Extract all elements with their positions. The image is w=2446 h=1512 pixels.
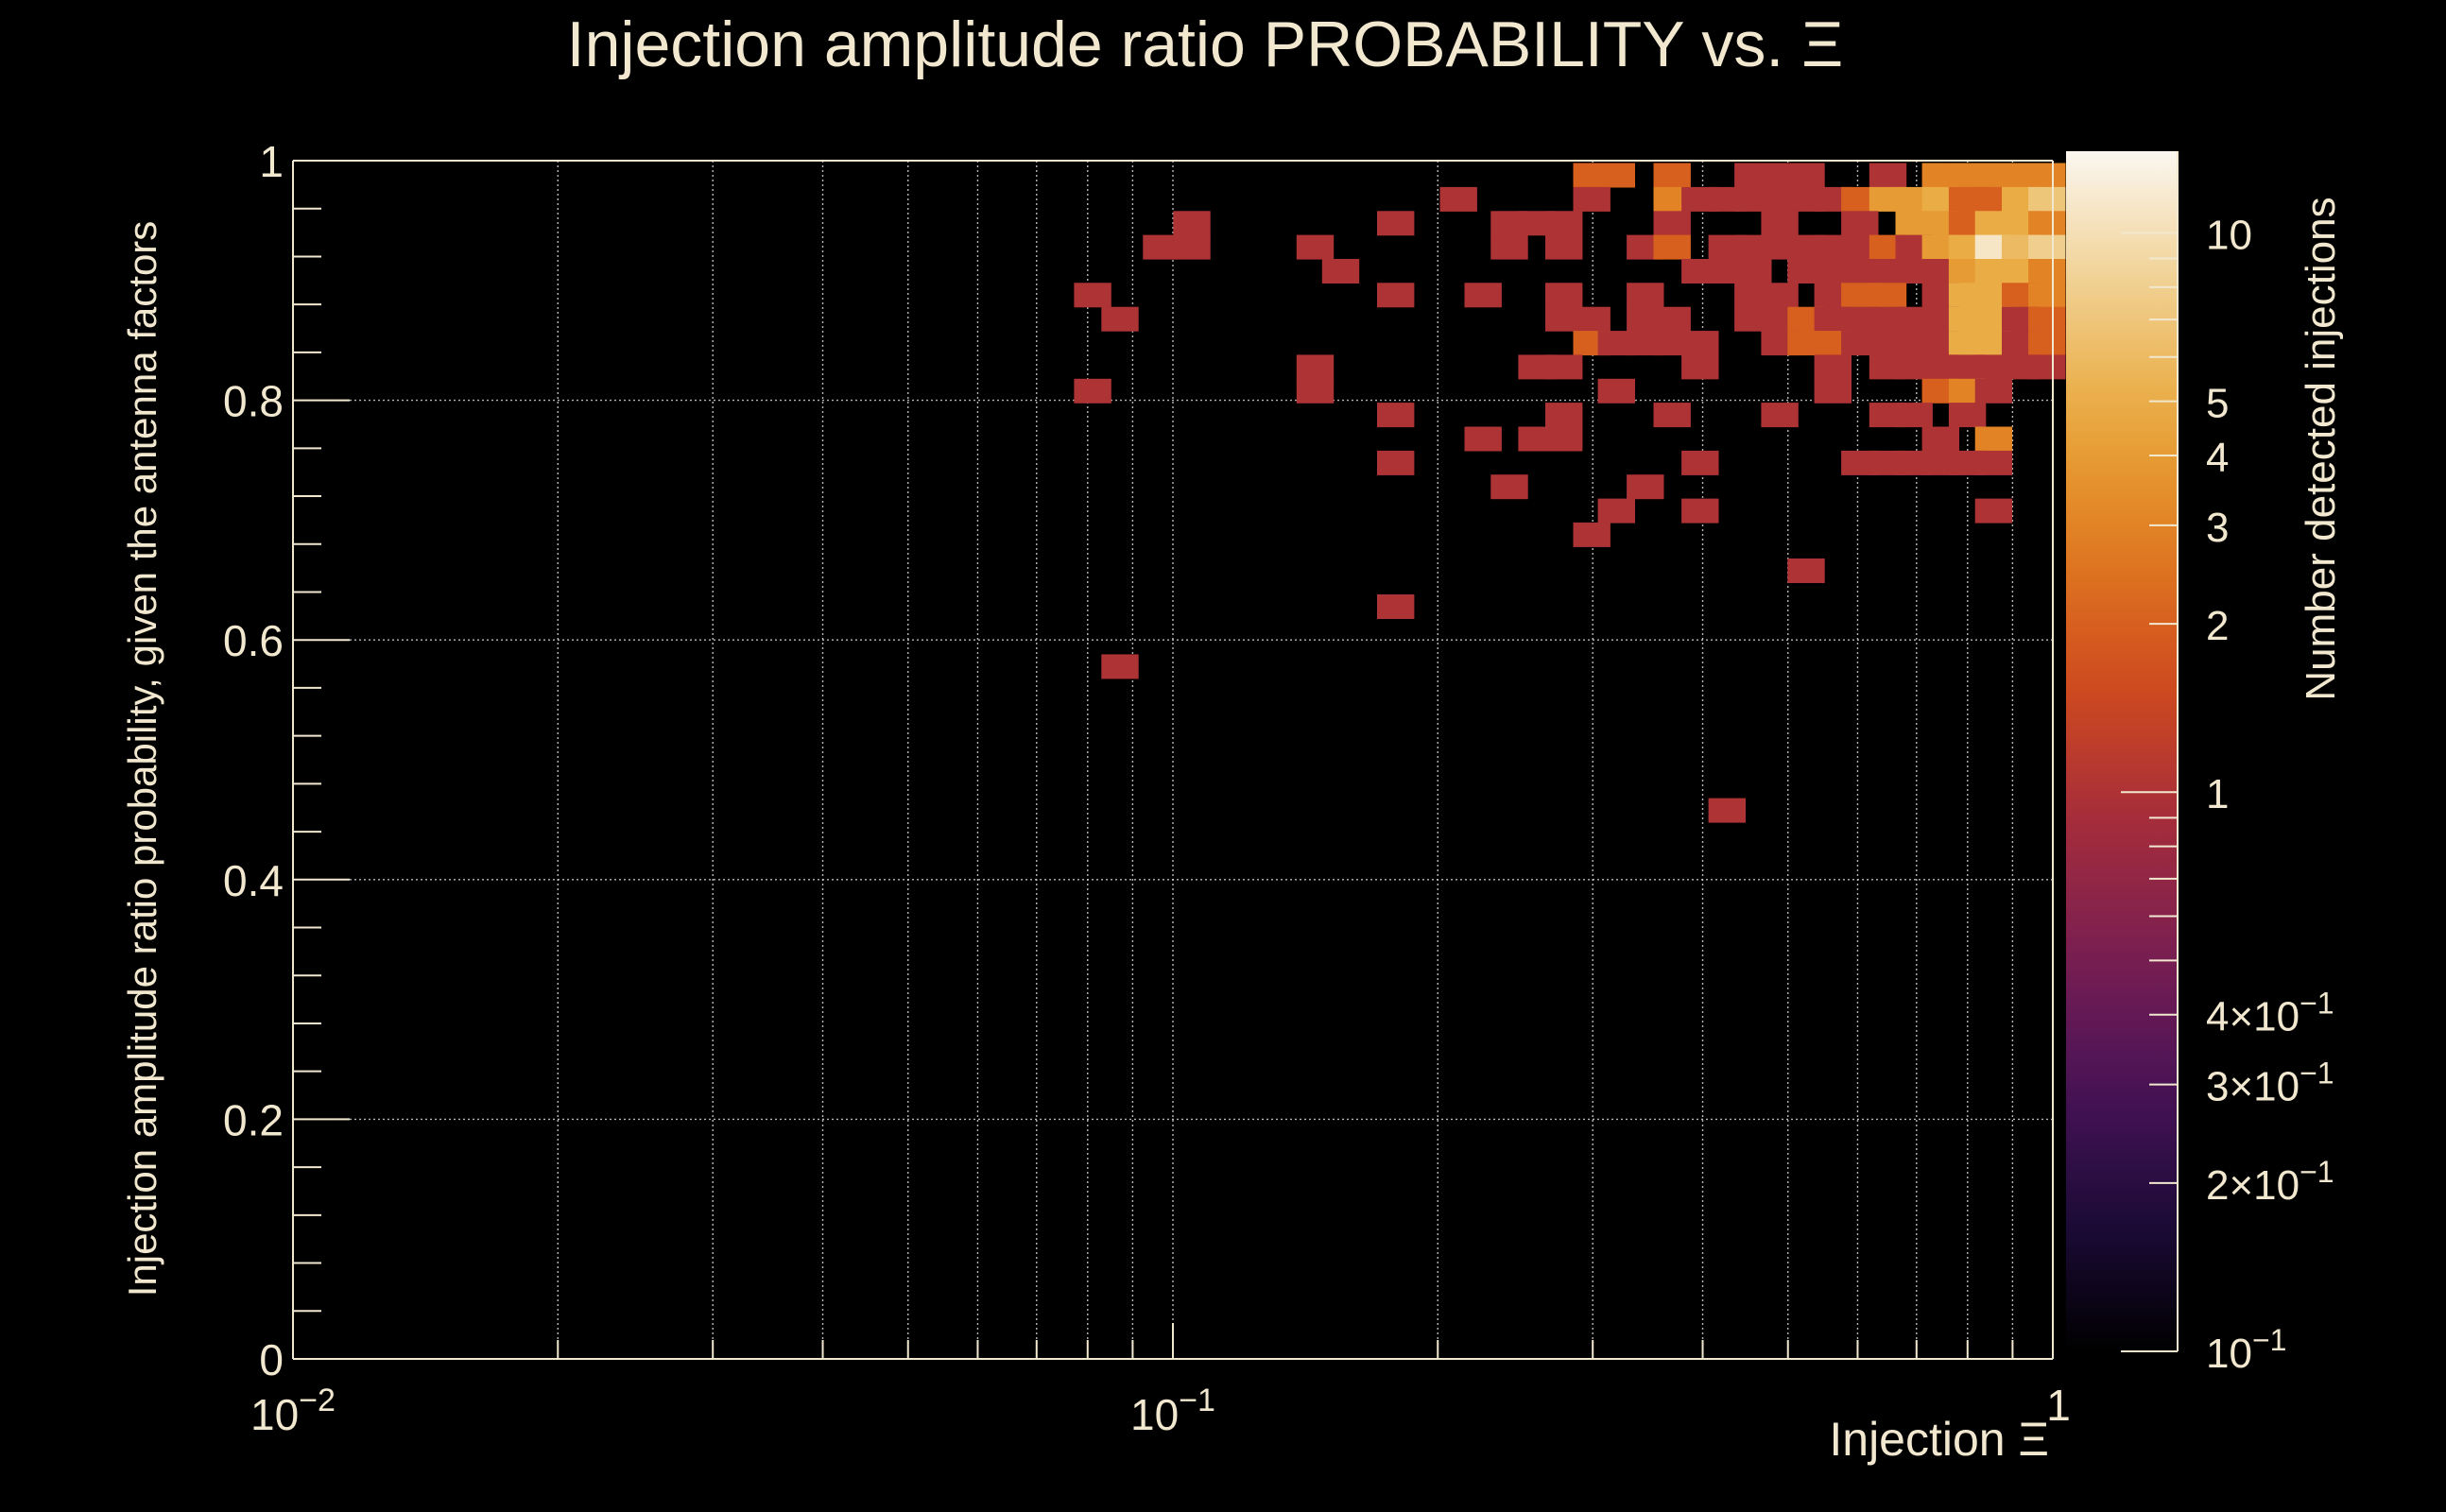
heatmap-cell (1895, 403, 1933, 428)
colorbar-tick-label: 2 (2206, 603, 2229, 649)
heatmap-cell (1545, 283, 1583, 308)
heatmap-cell (1761, 403, 1799, 428)
x-tick-label: 10−1 (1130, 1383, 1215, 1439)
heatmap-cell (1708, 798, 1746, 823)
colorbar-tick-label: 3×10−1 (2206, 1057, 2334, 1110)
heatmap-cell (1545, 354, 1583, 380)
heatmap-cell (1464, 426, 1502, 452)
heatmap-cell (2028, 186, 2066, 212)
heatmap-cell (2028, 331, 2066, 356)
heatmap-cell (1787, 558, 1825, 583)
x-tick-label: 10−2 (250, 1383, 336, 1439)
plot-axes: 0 0.2 0.4 0.6 0.8 1 10−2 10−1 1 (223, 137, 2071, 1439)
colorbar: 10 5 4 3 2 1 4×10−1 3×10−1 2×10−1 10−1 (2066, 151, 2334, 1377)
heatmap-cell (1974, 426, 2013, 452)
heatmap-cell (1787, 163, 1825, 188)
heatmap-cell (1653, 234, 1691, 260)
heatmap-cell (1490, 474, 1528, 500)
colorbar-tick-label: 2×10−1 (2206, 1155, 2334, 1209)
y-tick-label: 0.4 (223, 856, 284, 905)
heatmap-cell (1074, 378, 1111, 404)
heatmap-cell (1377, 594, 1415, 619)
heatmap-cell (1490, 234, 1528, 260)
chart-title: Injection amplitude ratio PROBABILITY vs… (567, 9, 1844, 80)
heatmap-cell (1814, 378, 1852, 404)
x-tick-label: 1 (2046, 1381, 2071, 1430)
heatmap-cell (1921, 426, 1959, 452)
heatmap-cell (1439, 186, 1477, 212)
heatmap-cell (1101, 306, 1139, 332)
heatmap-cell (1377, 211, 1415, 236)
heatmap-cell (1653, 403, 1691, 428)
heatmap-cell (1296, 234, 1335, 260)
heatmap-cell (1377, 450, 1415, 475)
heatmap-cell (1545, 211, 1583, 236)
heatmap-cell (2028, 234, 2066, 260)
colorbar-tick-label: 10 (2206, 212, 2252, 258)
heatmap-cell (1321, 259, 1360, 284)
heatmap-cell (2028, 163, 2066, 188)
heatmap-cell (1573, 186, 1611, 212)
colorbar-tick-label: 10−1 (2206, 1323, 2286, 1377)
heatmap-cell (1653, 163, 1691, 188)
heatmap-cell (1681, 450, 1719, 475)
heatmap-cell (1597, 498, 1635, 524)
heatmap-cell (1173, 211, 1211, 236)
heatmap-cell (1948, 403, 1987, 428)
heatmap-cell (2028, 354, 2066, 380)
heatmap-cell (1974, 498, 2013, 524)
heatmap-cell (1597, 163, 1635, 188)
heatmap-cell (1545, 426, 1583, 452)
heatmap-cell (1074, 283, 1111, 308)
colorbar-gradient (2066, 151, 2178, 1351)
heatmap-cell (1869, 163, 1907, 188)
heatmap-cell (2028, 283, 2066, 308)
heatmap-cell (1814, 354, 1852, 380)
colorbar-tick-label: 4×10−1 (2206, 987, 2334, 1040)
heatmap-cell (1627, 474, 1664, 500)
heatmap-cell (1841, 211, 1879, 236)
heatmap-cell (1545, 234, 1583, 260)
heatmap-cell (1974, 378, 2013, 404)
colorbar-label: Number detected injections (2298, 197, 2344, 700)
heatmap-cell (1377, 403, 1415, 428)
heatmap-cells (1074, 163, 2066, 823)
heatmap-cell (1681, 354, 1719, 380)
heatmap-cell (1761, 211, 1799, 236)
heatmap-cell (2028, 259, 2066, 284)
heatmap-cell (1653, 306, 1691, 332)
heatmap-cell (1296, 354, 1335, 380)
heatmap-cell (2028, 306, 2066, 332)
x-axis-label: Injection Ξ (1829, 1413, 2049, 1466)
heatmap-cell (1681, 498, 1719, 524)
heatmap-cell (1573, 306, 1611, 332)
heatmap-cell (1173, 234, 1211, 260)
heatmap-cell (1974, 450, 2013, 475)
heatmap-cell (1573, 522, 1611, 547)
heatmap-cell (2028, 211, 2066, 236)
heatmap-cell (1681, 331, 1719, 356)
y-tick-label: 0.6 (223, 616, 284, 665)
colorbar-tick-label: 3 (2206, 505, 2229, 551)
colorbar-tick-label: 5 (2206, 381, 2229, 427)
heatmap-cell (1597, 378, 1635, 404)
heatmap-cell (1545, 403, 1583, 428)
heatmap-cell (1761, 283, 1799, 308)
heatmap-cell (1627, 283, 1664, 308)
heatmap-cell (1653, 211, 1691, 236)
heatmap-cell (1734, 259, 1772, 284)
heatmap-cell (1377, 283, 1415, 308)
heatmap-cell (1296, 378, 1335, 404)
y-tick-label: 0 (259, 1335, 284, 1384)
colorbar-tick-label: 4 (2206, 435, 2229, 481)
y-tick-label: 0.8 (223, 377, 284, 426)
y-tick-label: 0.2 (223, 1095, 284, 1144)
y-tick-label: 1 (259, 137, 284, 186)
y-axis-label: Injection amplitude ratio probability, g… (120, 221, 164, 1297)
colorbar-tick-label: 1 (2206, 771, 2229, 817)
heatmap-cell (1464, 283, 1502, 308)
heatmap-cell (1869, 283, 1907, 308)
heatmap-cell (1101, 654, 1139, 679)
